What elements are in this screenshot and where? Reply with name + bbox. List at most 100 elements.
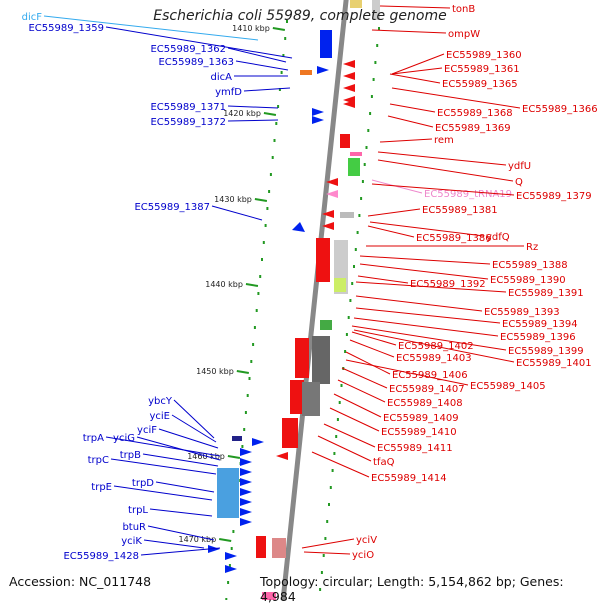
tick-mark — [367, 129, 370, 132]
leader-line — [379, 138, 433, 143]
gene-label-ec55989-1407: EC55989_1407 — [389, 384, 465, 395]
gene-label-rz: Rz — [526, 242, 538, 253]
tick-mark — [259, 275, 262, 278]
forward-feature — [312, 116, 324, 124]
reverse-feature — [334, 278, 346, 292]
scale-label-1450-kbp: 1450 kbp — [196, 367, 234, 376]
tick-mark — [278, 88, 281, 91]
tick-mark — [268, 190, 271, 193]
tick-mark — [322, 554, 325, 557]
leader-line — [377, 159, 514, 182]
leader-line — [351, 325, 507, 351]
reverse-feature — [290, 380, 304, 414]
gene-label-ymfd: ymfD — [215, 87, 242, 98]
leader-line — [377, 151, 507, 166]
leader-line — [147, 525, 215, 541]
tick-mark — [336, 418, 339, 421]
tick-mark — [331, 469, 334, 472]
forward-feature — [240, 508, 252, 516]
gene-label-ec55989-1360: EC55989_1360 — [446, 50, 522, 61]
gene-label-ompw: ompW — [448, 29, 480, 40]
tick-mark — [257, 292, 260, 295]
tick-mark — [275, 122, 278, 125]
gene-label-ec55989-1372: EC55989_1372 — [150, 117, 226, 128]
leader-line — [371, 179, 423, 194]
tick-mark — [241, 445, 244, 448]
tick-mark — [243, 428, 246, 431]
leader-line — [323, 423, 376, 448]
tick-mark — [363, 163, 366, 166]
gene-label-ec55989-1362: EC55989_1362 — [150, 44, 226, 55]
forward-feature — [240, 518, 252, 526]
leader-line — [355, 295, 483, 312]
leader-line — [243, 87, 291, 92]
scale-tick — [272, 27, 286, 31]
gene-label-ec55989-1361: EC55989_1361 — [444, 64, 520, 75]
leader-line — [211, 205, 263, 221]
gene-label-ec55989-1394: EC55989_1394 — [502, 319, 578, 330]
leader-line — [353, 329, 515, 363]
leader-line — [391, 67, 443, 75]
gene-label-yciv: yciV — [356, 535, 377, 546]
leader-line — [367, 225, 415, 238]
tick-mark — [273, 139, 276, 142]
leader-line — [329, 407, 380, 432]
gene-label-ec55989-1387: EC55989_1387 — [134, 202, 210, 213]
tick-mark — [372, 78, 375, 81]
gene-label-ec55989-1409: EC55989_1409 — [383, 413, 459, 424]
tick-mark — [253, 326, 256, 329]
reverse-feature — [320, 320, 332, 330]
leader-line — [379, 5, 451, 9]
forward-feature — [217, 468, 239, 518]
leader-line — [389, 103, 436, 113]
leader-line — [301, 538, 355, 549]
tick-mark — [374, 61, 377, 64]
leader-line — [158, 428, 219, 449]
forward-feature — [225, 565, 237, 573]
forward-feature — [240, 468, 252, 476]
gene-label-ec55989-1396: EC55989_1396 — [500, 332, 576, 343]
reverse-feature — [343, 60, 355, 68]
scale-label-1420-kbp: 1420 kbp — [223, 109, 261, 118]
scale-tick — [263, 112, 277, 116]
tick-mark — [326, 520, 329, 523]
reverse-feature — [272, 538, 286, 558]
leader-line — [110, 458, 217, 475]
reverse-feature — [322, 210, 334, 218]
tick-mark — [320, 571, 323, 574]
tick-mark — [351, 282, 354, 285]
leader-line — [345, 359, 469, 386]
leader-line — [155, 481, 215, 493]
tick-mark — [250, 360, 253, 363]
gene-label-ydfq: ydfQ — [486, 232, 510, 243]
leader-line — [173, 399, 215, 439]
gene-label-trpc: trpC — [88, 455, 109, 466]
tick-mark — [232, 530, 235, 533]
gene-label-trpd: trpD — [132, 478, 154, 489]
tick-mark — [365, 146, 368, 149]
forward-feature — [292, 222, 305, 232]
leader-line — [227, 105, 279, 109]
gene-label-ycig: yciG — [113, 433, 135, 444]
leader-line — [142, 453, 219, 467]
leader-line — [359, 255, 491, 265]
tick-mark — [361, 180, 364, 183]
tick-mark — [333, 452, 336, 455]
leader-line — [389, 73, 441, 84]
leader-line — [391, 87, 521, 109]
gene-label-trpl: trpL — [128, 505, 148, 516]
tick-mark — [227, 581, 230, 584]
reverse-feature — [276, 452, 288, 460]
gene-label-ec55989-1401: EC55989_1401 — [516, 358, 592, 369]
tick-mark — [324, 537, 327, 540]
reverse-feature — [282, 418, 298, 448]
tick-mark — [354, 248, 357, 251]
forward-feature — [252, 438, 264, 446]
gene-label-ec55989-1371: EC55989_1371 — [150, 102, 226, 113]
gene-label-rem: rem — [434, 135, 454, 146]
gene-label-ycik: yciK — [121, 536, 142, 547]
leader-line — [136, 436, 221, 461]
reverse-feature — [343, 100, 355, 108]
leader-line — [337, 379, 386, 403]
forward-feature — [300, 70, 312, 75]
